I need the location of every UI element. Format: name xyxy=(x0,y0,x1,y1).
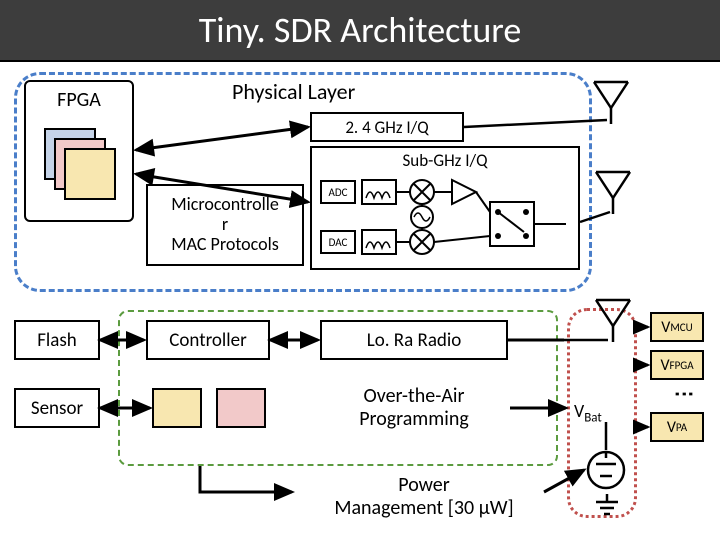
small-yellow xyxy=(152,388,202,428)
controller-block: Controller xyxy=(146,320,270,360)
ota-line1: Over-the-Air xyxy=(364,385,465,408)
ota-block: Over-the-Air Programming xyxy=(320,378,508,438)
v-fpga: VFPGA xyxy=(650,350,704,380)
microcontroller-block: Microcontrolle r MAC Protocols xyxy=(146,184,304,266)
diagram-canvas: FPGA Physical Layer 2. 4 GHz I/Q Sub-GHz… xyxy=(0,62,720,540)
band-sub-label: Sub-GHz I/Q xyxy=(402,150,487,171)
adc-box: ADC xyxy=(320,180,356,204)
dac-box: DAC xyxy=(320,230,356,254)
sensor-block: Sensor xyxy=(14,388,100,428)
v-mcu: VMCU xyxy=(650,312,704,342)
dac-label: DAC xyxy=(329,236,348,249)
vbat-label: VVBatBat xyxy=(574,400,602,426)
physical-layer-title: Physical Layer xyxy=(232,78,355,105)
v-pa: VPA xyxy=(650,412,704,442)
band-24: 2. 4 GHz I/Q xyxy=(310,112,464,142)
power-line1: Power xyxy=(294,474,554,497)
lora-label: Lo. Ra Radio xyxy=(367,329,462,352)
micro-line3: MAC Protocols xyxy=(171,235,279,255)
power-line2: Management [30 μW] xyxy=(294,497,554,520)
title-text: Tiny. SDR Architecture xyxy=(199,8,522,52)
antenna-top-icon xyxy=(586,76,636,126)
small-pink xyxy=(216,388,266,428)
ground-icon xyxy=(594,494,620,520)
controller-label: Controller xyxy=(169,329,246,352)
title-bar: Tiny. SDR Architecture xyxy=(0,0,720,62)
antenna-mid-icon xyxy=(588,166,638,216)
micro-line2: r xyxy=(222,215,228,235)
band-24-label: 2. 4 GHz I/Q xyxy=(345,117,428,138)
battery-icon xyxy=(586,448,626,498)
power-label: Power Management [30 μW] xyxy=(294,474,554,520)
fpga-label: FPGA xyxy=(57,88,101,112)
sensor-label: Sensor xyxy=(31,397,83,420)
flash-block: Flash xyxy=(14,320,100,360)
v-dots: ⋮ xyxy=(672,384,696,402)
lora-block: Lo. Ra Radio xyxy=(320,320,508,360)
adc-label: ADC xyxy=(329,186,348,199)
flash-label: Flash xyxy=(37,329,77,352)
rf-chain-svg xyxy=(356,170,586,270)
ota-line2: Programming xyxy=(359,408,469,431)
antenna-lora-icon xyxy=(588,294,638,344)
fpga-stack-3 xyxy=(64,148,116,200)
